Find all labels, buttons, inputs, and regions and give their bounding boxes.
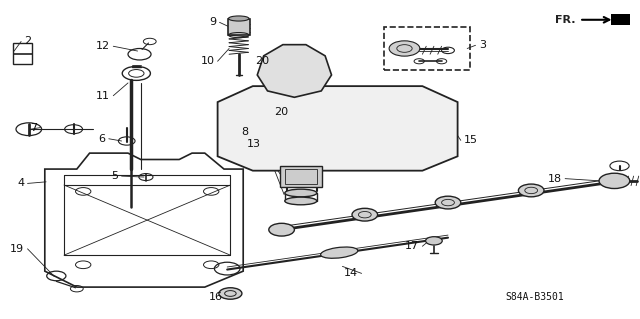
Text: 6: 6 [99,134,106,144]
Text: D: D [360,126,367,135]
Bar [384,27,470,70]
Text: 15: 15 [464,135,478,145]
Text: 17: 17 [405,241,419,251]
Text: N: N [335,126,341,135]
Bar [285,169,317,184]
Text: 19: 19 [10,244,24,254]
Text: 14: 14 [344,268,358,278]
Circle shape [599,173,630,189]
Polygon shape [218,86,458,171]
Ellipse shape [285,189,317,197]
Text: 7: 7 [30,122,37,133]
Polygon shape [257,45,332,97]
Bar [269,107,397,153]
Text: S84A-B3501: S84A-B3501 [506,292,564,302]
Ellipse shape [321,247,358,258]
Bar [228,19,250,35]
Text: 9: 9 [209,17,216,27]
Text: 3: 3 [479,40,486,50]
Text: P: P [284,126,289,135]
Text: 8: 8 [241,127,248,137]
Text: 4: 4 [17,178,24,189]
Text: FR.: FR. [556,15,576,25]
Bar [280,166,322,187]
Circle shape [518,184,544,197]
Text: 11: 11 [96,91,110,101]
Circle shape [352,208,378,221]
Bar [276,111,389,149]
Polygon shape [611,14,630,25]
Text: 20: 20 [255,56,269,66]
Text: 10: 10 [200,56,214,66]
Circle shape [426,237,442,245]
Text: 12: 12 [96,41,110,51]
Ellipse shape [228,16,249,21]
Text: 18: 18 [548,174,562,184]
Circle shape [389,41,420,56]
Circle shape [269,223,294,236]
Text: 16: 16 [209,292,223,302]
Text: 5: 5 [111,171,118,181]
Bar [13,43,32,64]
Text: 2: 2 [24,36,31,47]
Circle shape [435,196,461,209]
Text: 20: 20 [274,107,288,117]
Circle shape [219,288,242,299]
Text: R: R [309,126,316,135]
Ellipse shape [285,197,317,205]
Text: 13: 13 [247,139,261,149]
